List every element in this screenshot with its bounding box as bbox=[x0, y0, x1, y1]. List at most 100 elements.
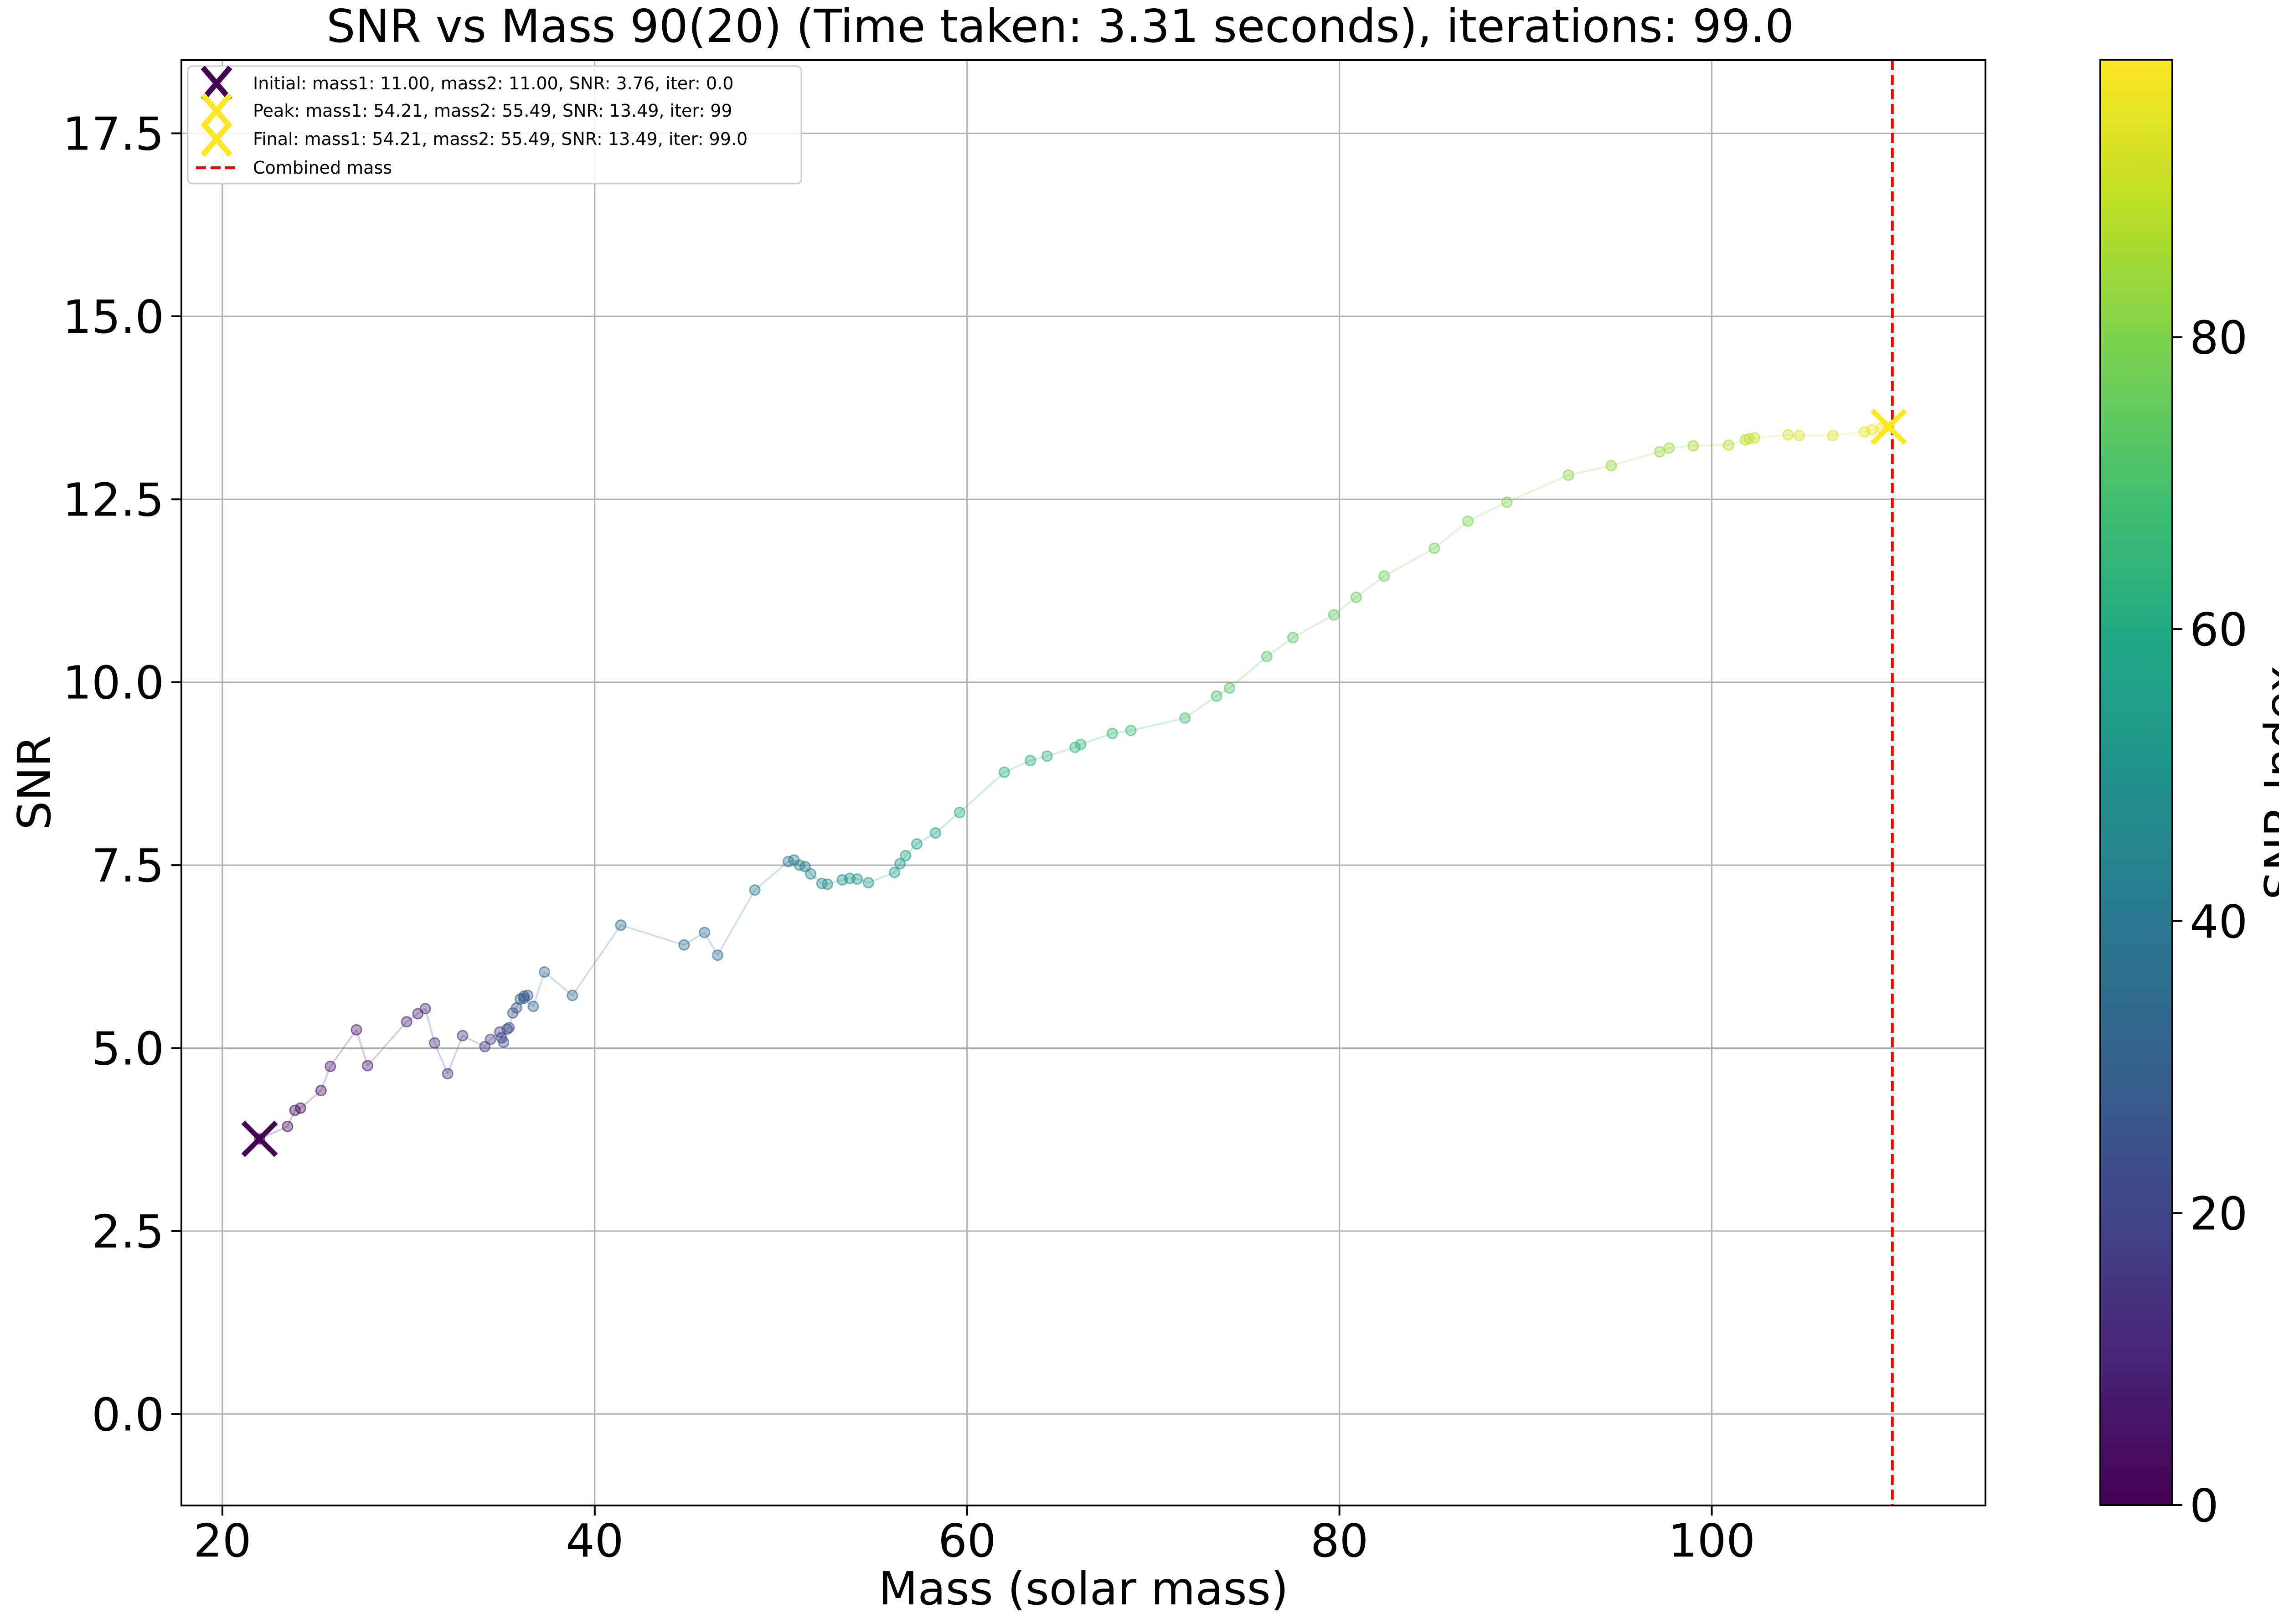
x-tick-label: 100 bbox=[1668, 1514, 1755, 1567]
data-point bbox=[485, 1033, 496, 1045]
initial-point-marker bbox=[241, 1120, 278, 1157]
data-point bbox=[1428, 542, 1440, 554]
trajectory-segment bbox=[1112, 729, 1131, 735]
trajectory-segment bbox=[506, 1026, 510, 1030]
data-point bbox=[799, 861, 811, 872]
data-point bbox=[954, 807, 965, 819]
trajectory-segment bbox=[532, 971, 546, 1007]
legend-label-initial: Initial: mass1: 11.00, mass2: 11.00, SNR… bbox=[253, 73, 733, 93]
chart-title: SNR vs Mass 90(20) (Time taken: 3.31 sec… bbox=[326, 0, 1794, 53]
data-point bbox=[699, 927, 711, 938]
data-point bbox=[325, 1061, 336, 1072]
colorbar-tick-label: 20 bbox=[2190, 1187, 2248, 1240]
legend-entry-final: Final: mass1: 54.21, mass2: 55.49, SNR: … bbox=[201, 121, 748, 157]
trajectory-segment bbox=[810, 873, 823, 884]
trajectory-segment bbox=[850, 877, 857, 880]
data-point bbox=[805, 868, 817, 880]
legend-x-marker-icon bbox=[201, 121, 232, 157]
data-point bbox=[315, 1085, 327, 1097]
data-point bbox=[518, 992, 530, 1004]
trajectory-segment bbox=[1693, 444, 1729, 447]
data-point bbox=[539, 966, 551, 978]
data-point bbox=[498, 1036, 510, 1048]
trajectory-segment bbox=[447, 1035, 464, 1074]
data-point bbox=[998, 766, 1010, 778]
trajectory-segment bbox=[572, 924, 622, 996]
trajectory-segment bbox=[287, 1110, 296, 1127]
legend-label-peak: Peak: mass1: 54.21, mass2: 55.49, SNR: 1… bbox=[253, 101, 732, 121]
trajectory-segment bbox=[1030, 755, 1047, 762]
y-tick-label: 2.5 bbox=[92, 1205, 164, 1258]
y-axis: 0.0 2.5 5.0 7.5 10.0 12.5 15.0 17.5 bbox=[62, 108, 181, 1441]
data-point bbox=[361, 1060, 373, 1072]
data-point bbox=[1041, 750, 1053, 762]
trajectory-segment bbox=[1216, 687, 1230, 697]
data-point bbox=[749, 884, 761, 896]
x-tick-label: 60 bbox=[938, 1514, 996, 1567]
colorbar-ticks: 0 20 40 60 80 bbox=[2172, 311, 2248, 1532]
data-point bbox=[1179, 712, 1191, 724]
legend-entry-initial: Initial: mass1: 11.00, mass2: 11.00, SNR… bbox=[201, 66, 733, 101]
data-point bbox=[678, 939, 690, 951]
x-axis: 20 40 60 80 100 bbox=[193, 1505, 1755, 1567]
trajectory-segment bbox=[1745, 438, 1749, 441]
trajectory-segment bbox=[683, 932, 705, 946]
colorbar-tick-label: 80 bbox=[2190, 311, 2248, 365]
data-point bbox=[351, 1024, 362, 1036]
data-point bbox=[479, 1041, 491, 1052]
x-tick-label: 40 bbox=[566, 1514, 624, 1567]
data-point bbox=[503, 1022, 515, 1034]
y-axis-label: SNR bbox=[8, 735, 61, 830]
data-point bbox=[1224, 682, 1236, 694]
trajectory-segment bbox=[1568, 464, 1612, 476]
trajectory-segment bbox=[1728, 439, 1746, 446]
data-point bbox=[1722, 439, 1734, 451]
data-point bbox=[911, 838, 923, 850]
trajectory-segment bbox=[1184, 695, 1217, 719]
plot-frame bbox=[180, 59, 1986, 1506]
data-point bbox=[821, 878, 833, 890]
data-point bbox=[1687, 440, 1699, 452]
y-tick-label: 5.0 bbox=[92, 1022, 164, 1076]
trajectory-segment bbox=[462, 1035, 485, 1048]
trajectory-segment bbox=[1433, 520, 1469, 549]
colorbar-tick-label: 60 bbox=[2190, 603, 2248, 656]
trajectory-segment bbox=[1611, 451, 1660, 467]
endpoint-markers bbox=[241, 408, 1907, 1157]
data-point bbox=[1025, 755, 1036, 767]
trajectory-segment bbox=[366, 1021, 407, 1067]
trajectory-segment bbox=[424, 1008, 436, 1043]
trajectory-segment bbox=[916, 832, 936, 845]
data-point bbox=[1866, 424, 1878, 436]
data-point bbox=[294, 1102, 306, 1114]
legend-x-marker-icon bbox=[201, 93, 232, 129]
data-point bbox=[1462, 516, 1474, 527]
colorbar-tick-label: 0 bbox=[2190, 1479, 2219, 1532]
data-points bbox=[254, 421, 1895, 1145]
trajectory-segment bbox=[1506, 474, 1569, 503]
x-tick-label: 80 bbox=[1310, 1514, 1368, 1567]
data-point bbox=[457, 1030, 469, 1041]
final-point-marker bbox=[1870, 408, 1907, 445]
data-point bbox=[1501, 496, 1513, 508]
data-point bbox=[1749, 432, 1761, 443]
data-point bbox=[862, 877, 874, 889]
trajectory-segment bbox=[793, 859, 800, 866]
colorbar-label: SNR Index bbox=[2255, 665, 2279, 900]
data-point bbox=[567, 990, 578, 1001]
colorbar-tick-label: 40 bbox=[2190, 895, 2248, 949]
data-point bbox=[442, 1068, 454, 1080]
trajectory-segment bbox=[905, 843, 918, 856]
data-point bbox=[1605, 459, 1617, 471]
x-marker-stroke bbox=[1870, 408, 1907, 445]
legend-entry-combined-mass: Combined mass bbox=[196, 158, 392, 178]
trajectory-segment bbox=[1292, 614, 1335, 639]
data-point bbox=[1663, 442, 1675, 454]
data-point bbox=[1654, 446, 1665, 458]
y-tick-label: 7.5 bbox=[92, 839, 164, 892]
trajectory-segment bbox=[1864, 428, 1872, 433]
data-point bbox=[419, 1003, 431, 1015]
data-point bbox=[1075, 738, 1087, 750]
data-point bbox=[929, 827, 941, 839]
